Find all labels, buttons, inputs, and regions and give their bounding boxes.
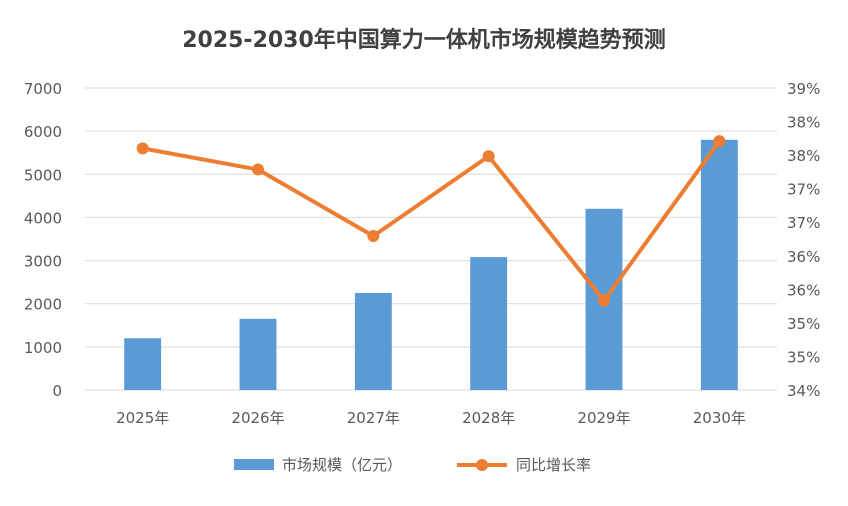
x-tick-label: 2025年 (116, 409, 169, 427)
x-tick-label: 2030年 (693, 409, 746, 427)
left-tick-label: 5000 (24, 166, 62, 184)
left-tick-label: 2000 (24, 296, 62, 314)
bar (354, 292, 392, 390)
bar (700, 139, 738, 390)
left-axis-ticks: 0 1000 2000 3000 4000 5000 6000 7000 (24, 80, 62, 400)
legend-marker-line (476, 459, 488, 471)
x-tick-label: 2029年 (577, 409, 630, 427)
chart-title: 2025-2030年中国算力一体机市场规模趋势预测 (182, 27, 666, 53)
left-tick-label: 3000 (24, 253, 62, 271)
line-point (367, 229, 380, 242)
right-tick-label: 37% (787, 214, 820, 232)
legend: 市场规模（亿元） 同比增长率 (234, 456, 591, 474)
legend-label-bar: 市场规模（亿元） (282, 456, 402, 474)
bar (470, 257, 508, 390)
right-tick-label: 34% (787, 382, 820, 400)
line-point (482, 150, 495, 163)
line-point (252, 163, 264, 176)
x-axis-ticks: 2025年 2026年 2027年 2028年 2029年 2030年 (116, 409, 746, 427)
x-tick-label: 2026年 (231, 409, 284, 427)
line-point (136, 142, 149, 155)
right-tick-label: 38% (787, 147, 820, 165)
x-tick-label: 2027年 (347, 409, 400, 427)
bar (124, 338, 162, 390)
line-series (136, 135, 726, 307)
x-tick-label: 2028年 (462, 409, 515, 427)
left-tick-label: 6000 (24, 123, 62, 141)
right-tick-label: 39% (787, 80, 820, 98)
right-tick-label: 35% (787, 315, 820, 333)
right-tick-label: 38% (787, 114, 820, 132)
right-tick-label: 35% (787, 348, 820, 366)
line-point (598, 294, 610, 307)
legend-label-line: 同比增长率 (516, 456, 591, 474)
line-point (713, 135, 726, 148)
left-tick-label: 4000 (24, 209, 62, 227)
gridlines (85, 87, 777, 391)
right-axis-ticks: 34% 35% 35% 36% 36% 37% 37% 38% 38% 39% (787, 80, 820, 400)
left-tick-label: 7000 (24, 80, 62, 98)
left-tick-label: 0 (52, 382, 62, 400)
right-tick-label: 36% (787, 281, 820, 299)
bar (239, 318, 277, 390)
growth-line (140, 139, 722, 303)
left-tick-label: 1000 (24, 339, 62, 357)
legend-swatch-bar (234, 459, 274, 470)
right-tick-label: 37% (787, 181, 820, 199)
right-tick-label: 36% (787, 248, 820, 266)
